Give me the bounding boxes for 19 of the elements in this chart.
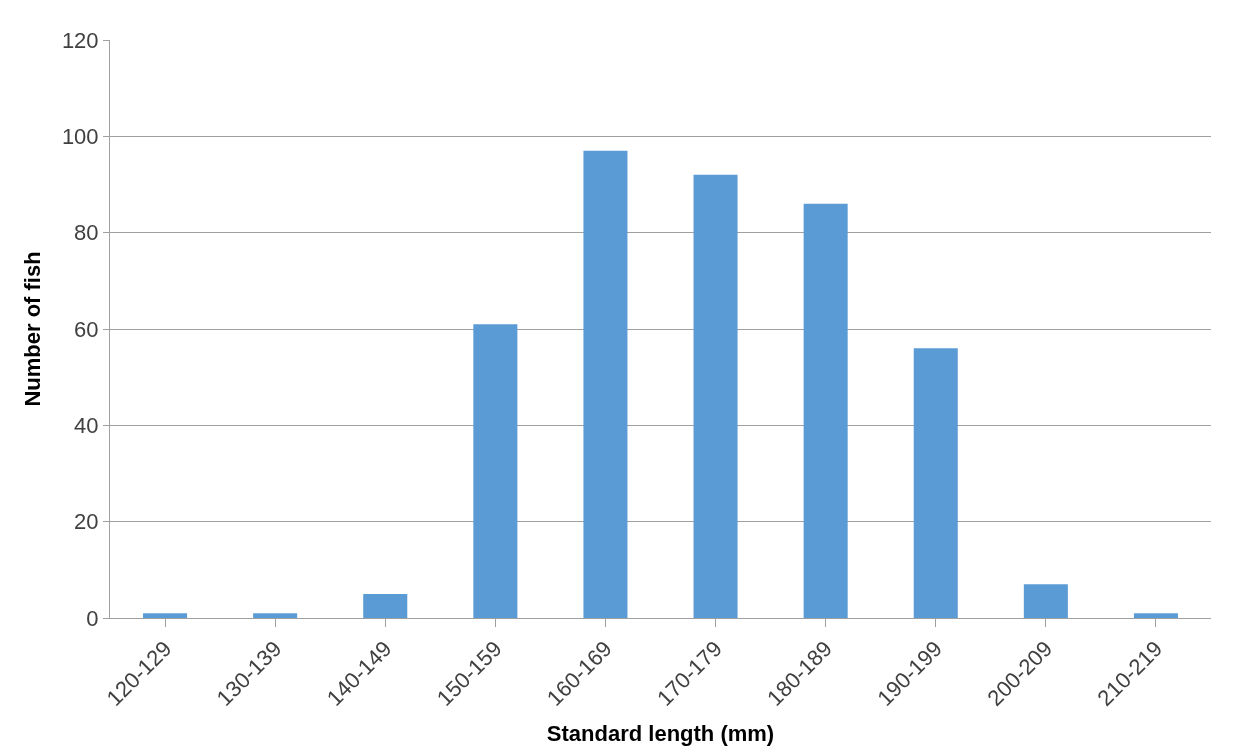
y-tick-label: 60	[74, 316, 99, 342]
bar	[913, 348, 958, 618]
bar	[803, 203, 848, 618]
bar	[1023, 584, 1068, 618]
y-tick-label: 20	[74, 509, 99, 535]
bar	[253, 613, 298, 618]
bar	[583, 150, 628, 618]
y-axis-title: Number of fish	[19, 251, 45, 407]
y-tick-label: 80	[74, 220, 99, 246]
y-tick-label: 40	[74, 413, 99, 439]
bar	[693, 174, 738, 618]
bar	[363, 593, 408, 618]
y-tick-label: 100	[61, 124, 99, 150]
bar	[1133, 613, 1178, 618]
y-tick-label: 0	[86, 605, 99, 631]
bar	[143, 613, 188, 618]
bar	[473, 324, 518, 618]
y-tick-label: 120	[61, 27, 99, 53]
x-axis-title: Standard length (mm)	[546, 720, 775, 746]
